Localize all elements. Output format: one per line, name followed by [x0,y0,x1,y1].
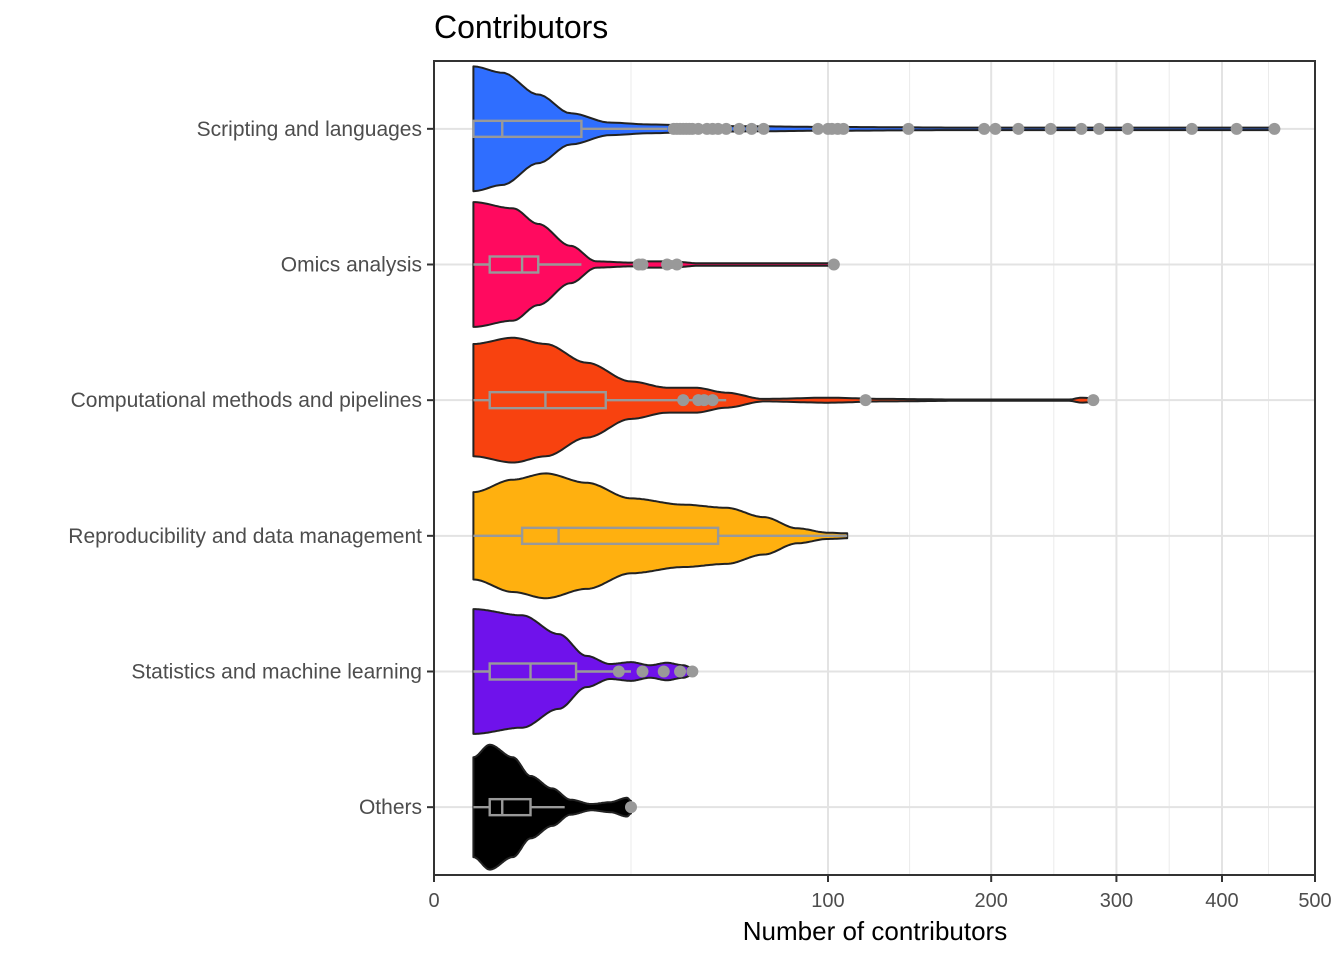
x-tick-label: 0 [428,890,439,912]
outlier-point [827,258,840,271]
outlier-point [661,258,674,271]
violin-group: Computational methods and pipelines [71,336,1100,464]
outlier-point [757,122,770,135]
box-iqr [488,797,532,817]
outlier-point [989,122,1002,135]
outlier-point [1093,122,1106,135]
category-label: Reproducibility and data management [68,525,422,548]
outlier-point [1044,122,1057,135]
outlier-point [686,665,699,678]
x-tick-label: 300 [1100,890,1133,912]
outlier-point [902,122,915,135]
outlier-point [1185,122,1198,135]
violin-group: Scripting and languages [197,65,1281,193]
category-label: Others [359,796,422,819]
outlier-point [745,122,758,135]
plot-area: Scripting and languages Omics analysis Com… [68,60,1332,912]
outlier-point [677,394,690,407]
outlier-point [812,122,825,135]
plot-border [433,60,1316,876]
outlier-point [1230,122,1243,135]
box-iqr [488,662,578,681]
violin-group: Reproducibility and data management [68,472,849,600]
outlier-point [692,122,705,135]
outlier-point [733,122,746,135]
outlier-point [636,665,649,678]
outlier-point [657,665,670,678]
box-iqr [488,390,607,410]
violin-group: Statistics and machine learning [131,608,699,735]
violin-group: Others [359,743,637,871]
outlier-point [837,122,850,135]
category-label: Scripting and languages [197,118,422,141]
outlier-point [859,394,872,407]
box-iqr [520,526,720,546]
outlier-point [720,122,733,135]
x-axis-title: Number of contributors [743,916,1007,946]
outlier-point [1087,394,1100,407]
outlier-point [674,665,687,678]
box-iqr [488,255,540,274]
outlier-point [978,122,991,135]
outlier-point [698,394,711,407]
outlier-point [670,258,683,271]
outlier-point [624,801,637,814]
outlier-point [636,258,649,271]
outlier-point [612,665,625,678]
category-label: Computational methods and pipelines [71,389,422,412]
plot-background [434,61,1315,875]
outlier-point [1012,122,1025,135]
category-label: Statistics and machine learning [131,661,422,684]
outlier-point [706,394,719,407]
x-tick-label: 400 [1205,890,1238,912]
violin-shape [472,472,849,600]
x-tick-label: 200 [975,890,1008,912]
outlier-point [1121,122,1134,135]
category-label: Omics analysis [281,254,422,277]
chart-title: Contributors [434,9,608,45]
x-tick-label: 500 [1298,890,1331,912]
box-iqr [472,119,583,139]
outlier-point [1075,122,1088,135]
x-tick-label: 100 [811,890,844,912]
violin-group: Omics analysis [281,201,840,328]
outlier-point [1268,122,1281,135]
